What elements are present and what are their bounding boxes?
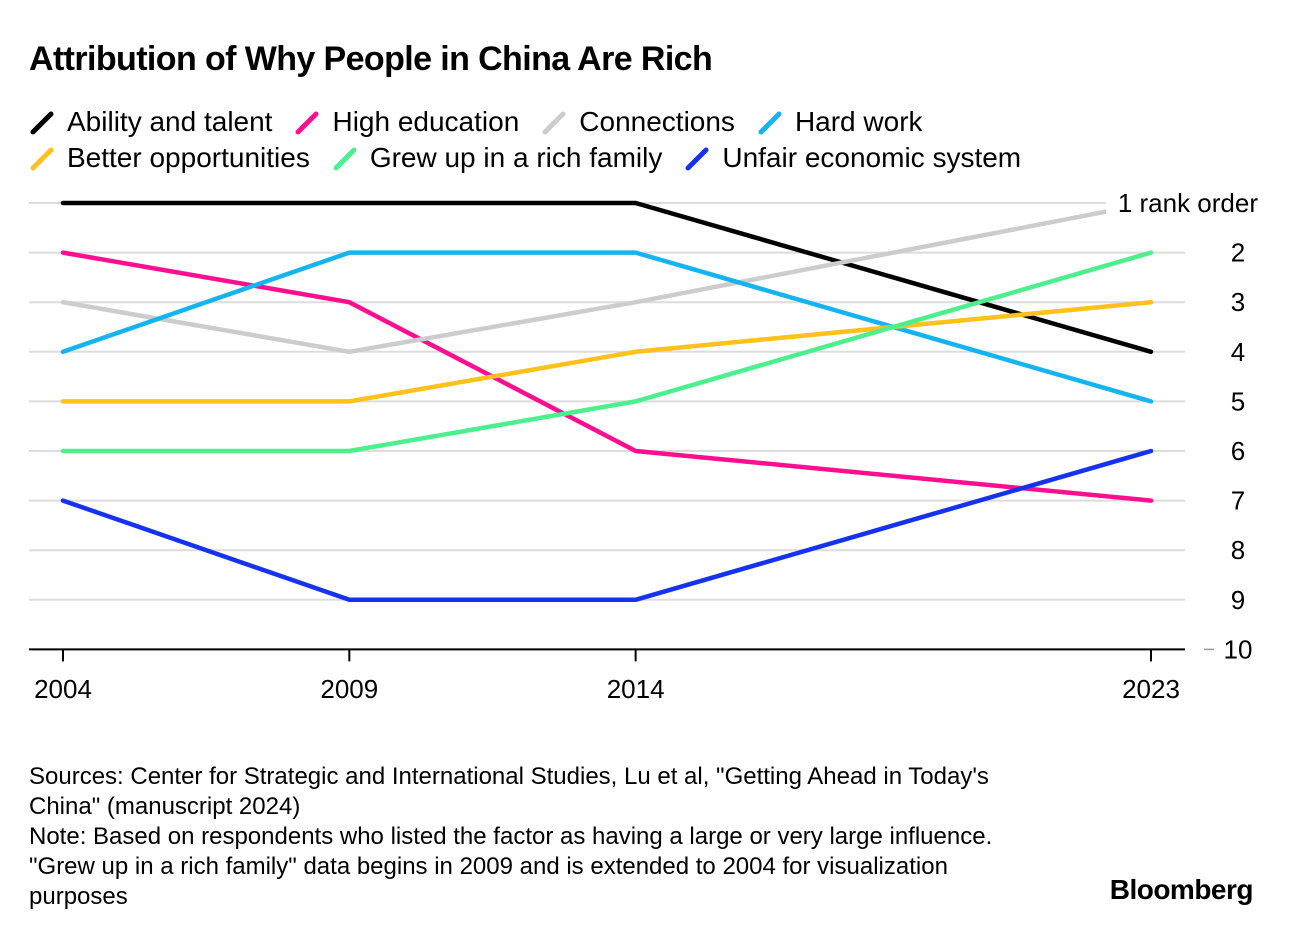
legend-label: Better opportunities <box>67 142 310 173</box>
series-line-hard-work <box>60 250 1154 404</box>
x-tick-labels: 2004 2009 2014 2023 <box>34 674 1180 704</box>
y-tick-label: 9 <box>1231 585 1245 615</box>
x-tick-label: 2004 <box>34 674 92 704</box>
y-tick-label: 2 <box>1231 238 1245 268</box>
footnote: Sources: Center for Strategic and Intern… <box>29 762 1049 912</box>
series-line-connections <box>60 200 1154 355</box>
legend-item-ability-and-talent: Ability and talent <box>29 106 272 138</box>
series-lines <box>60 200 1154 603</box>
legend-label: High education <box>332 106 520 137</box>
legend-swatch-icon <box>332 144 360 172</box>
legend-swatch-icon <box>541 108 569 136</box>
legend-item-unfair-economic-system: Unfair economic system <box>684 142 1021 174</box>
y-tick-label: 10 <box>1224 634 1253 664</box>
note-text: Note: Based on respondents who listed th… <box>29 823 993 910</box>
legend-label: Unfair economic system <box>722 142 1022 173</box>
chart-title: Attribution of Why People in China Are R… <box>29 40 713 78</box>
series-line-high-education <box>60 250 1154 503</box>
legend-label: Connections <box>579 106 735 137</box>
legend-row: Ability and talent High education Connec… <box>29 104 1129 140</box>
x-tick-label: 2023 <box>1122 674 1180 704</box>
y-tick-label: 4 <box>1231 337 1245 367</box>
legend-swatch-icon <box>29 144 57 172</box>
legend-label: Hard work <box>794 106 923 137</box>
y-tick-labels: 1 rank order 2 3 4 5 6 7 8 9 10 <box>1106 187 1261 664</box>
y-tick-label: 5 <box>1231 386 1245 416</box>
legend-item-grew-up-rich-family: Grew up in a rich family <box>332 142 663 174</box>
legend-swatch-icon <box>294 108 322 136</box>
x-tick-label: 2014 <box>607 674 665 704</box>
brand-logo: Bloomberg <box>1109 874 1254 905</box>
legend-swatch-icon <box>757 108 785 136</box>
series-line-ability-and-talent <box>60 200 1154 355</box>
legend-item-connections: Connections <box>541 106 735 138</box>
legend: Ability and talent High education Connec… <box>29 104 1129 176</box>
x-tick-label: 2009 <box>320 674 378 704</box>
sources-text: Sources: Center for Strategic and Intern… <box>29 763 989 820</box>
series-line-grew-up-in-a-rich-family <box>60 250 1154 454</box>
series-line-unfair-economic-system <box>60 448 1154 603</box>
y-tick-label: 3 <box>1231 287 1245 317</box>
y-tick-label-bg <box>1106 187 1261 219</box>
y-tick-label: 7 <box>1231 486 1245 516</box>
legend-label: Grew up in a rich family <box>369 142 663 173</box>
line-chart: 1 rank order 2 3 4 5 6 7 8 9 10 2004 2009 2014 2023 <box>29 187 1261 704</box>
y-tick-label: 8 <box>1231 535 1245 565</box>
y-tick-label: 6 <box>1231 436 1245 466</box>
legend-item-better-opportunities: Better opportunities <box>29 142 310 174</box>
legend-item-hard-work: Hard work <box>757 106 923 138</box>
legend-swatch-icon <box>29 108 57 136</box>
legend-swatch-icon <box>684 144 712 172</box>
x-axis <box>29 648 1214 662</box>
legend-row: Better opportunities Grew up in a rich f… <box>29 140 1129 176</box>
legend-label: Ability and talent <box>67 106 273 137</box>
legend-item-high-education: High education <box>294 106 519 138</box>
y-tick-label: 1 rank order <box>1118 188 1259 218</box>
